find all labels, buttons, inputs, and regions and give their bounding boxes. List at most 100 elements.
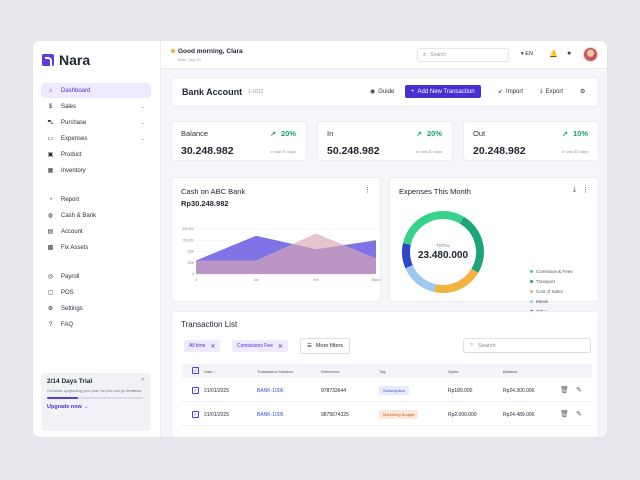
stat-subtitle: in last 30 days: [562, 149, 588, 154]
delete-icon[interactable]: 🗑: [560, 387, 569, 394]
sidebar-item-dashboard[interactable]: ⌂ Dashboard: [41, 83, 151, 98]
search-input[interactable]: ⌕ Search: [417, 48, 509, 62]
sidebar-item-label: Dashboard: [61, 87, 91, 94]
transaction-list-card: Transaction List All time ✕ Comissions Fe…: [171, 311, 599, 437]
chevron-down-icon: ⌄: [140, 119, 145, 126]
close-icon[interactable]: ✕: [277, 343, 283, 350]
sidebar-item-payroll[interactable]: ◎ Payroll: [41, 269, 151, 284]
sidebar-item-expenses[interactable]: ▭ Expenses ⌄: [41, 131, 151, 146]
delete-icon[interactable]: 🗑: [560, 411, 569, 418]
legend-item: Meals15%: [530, 299, 607, 304]
row-transaction-number[interactable]: BANK-1006: [257, 388, 284, 394]
transaction-list-title: Transaction List: [181, 320, 238, 329]
bank-icon: ◍: [47, 213, 54, 219]
cart-icon: ⛍: [47, 119, 54, 126]
sidebar-item-cash-bank[interactable]: ◍ Cash & Bank: [41, 208, 151, 223]
gear-icon[interactable]: ⚙: [580, 89, 586, 95]
stat-label: Out: [473, 129, 486, 138]
export-icon: ⤓: [540, 88, 543, 94]
cash-area-chart: 500.000 750.000 150k 300k 00 Jan Feb March: [182, 227, 380, 282]
donut-slice-0: [402, 211, 464, 245]
sidebar-item-label: Account: [61, 228, 83, 235]
sidebar-item-product[interactable]: ▣ Product: [41, 147, 151, 162]
guide-button[interactable]: ◉ Guide: [370, 88, 395, 96]
sidebar-item-report[interactable]: ◔ Report: [41, 192, 151, 207]
bell-icon[interactable]: 🔔: [549, 51, 558, 58]
close-icon[interactable]: ✕: [140, 377, 145, 383]
sidebar-item-label: Settings: [61, 305, 83, 312]
sidebar-item-account[interactable]: ▤ Account: [41, 224, 151, 239]
close-icon[interactable]: ✕: [210, 343, 216, 350]
donut-slice-2: [434, 268, 479, 293]
sidebar-item-label: Purchase: [61, 119, 87, 126]
avatar[interactable]: [583, 47, 598, 62]
stat-subtitle: in last 30 days: [416, 149, 442, 154]
row-reference: 9875674325: [321, 412, 349, 418]
select-all-checkbox[interactable]: ✓: [192, 367, 199, 374]
row-checkbox[interactable]: ✓: [192, 387, 199, 394]
table-row[interactable]: ✓ 21/01/2025 BANK-1005 9875674325 Marketing …: [182, 403, 592, 426]
sidebar-item-purchase[interactable]: ⛍ Purchase ⌄: [41, 115, 151, 130]
sidebar-item-settings[interactable]: ⚙ Settings: [41, 301, 151, 316]
transaction-search-input[interactable]: ⌕ Search: [463, 338, 591, 353]
sidebar-item-faq[interactable]: ? FAQ: [41, 317, 151, 332]
column-number: Transaction Number: [257, 369, 294, 374]
export-button[interactable]: ⤓ Export: [540, 88, 563, 95]
import-icon: ↙: [498, 89, 504, 95]
stat-value: 30.248.982: [181, 145, 234, 157]
filter-chip-commissions[interactable]: Comissions Fee ✕: [232, 340, 288, 352]
expenses-card: Expenses This Month ⤓ ⋮ TOTAL 23.480.000 …: [389, 177, 599, 314]
language-selector[interactable]: ▾ EN: [521, 51, 533, 57]
table-header: ✓ Date ↓ Transaction Number Reference Ta…: [182, 364, 592, 378]
stat-percent: ↗ 20%: [270, 129, 296, 138]
y-tick-label: 500.000: [182, 227, 194, 231]
page-title: Bank Account: [182, 87, 243, 97]
legend-label: Comission & Fees: [536, 269, 573, 274]
y-tick-label: 750.000: [182, 238, 194, 242]
trend-up-icon: ↗: [562, 131, 568, 138]
expenses-donut-chart: TOTAL 23.480.000: [402, 211, 484, 293]
cash-chart-title: Cash on ABC Bank: [181, 187, 246, 196]
row-balance: Rp24.300.000: [503, 388, 535, 394]
stat-value: 20.248.982: [473, 145, 526, 157]
download-icon[interactable]: ⤓: [572, 186, 576, 193]
page-header: Bank Account 1-1012 ◉ Guide + Add New Tran…: [171, 77, 599, 107]
column-date[interactable]: Date ↓: [204, 369, 216, 374]
edit-icon[interactable]: ✎: [576, 411, 582, 418]
import-button[interactable]: ↙ Import: [498, 88, 524, 96]
column-spent: Spent: [448, 369, 459, 374]
sidebar-item-sales[interactable]: $ Sales ⌄: [41, 99, 151, 114]
edit-icon[interactable]: ✎: [576, 387, 582, 394]
guide-icon: ◉: [370, 89, 376, 95]
sidebar-item-fix-assets[interactable]: ▩ Fix Assets: [41, 240, 151, 255]
legend-swatch: [530, 290, 533, 293]
help-icon[interactable]: ●: [567, 50, 572, 57]
stat-card-in: In ↗ 20% 50.248.982 in last 30 days: [317, 121, 453, 161]
sidebar: Nara ⌂ Dashboard $ Sales ⌄ ⛍ Purchase ⌄ ▭ Expense…: [33, 41, 161, 437]
more-icon[interactable]: ⋮: [364, 187, 371, 194]
sidebar-item-inventory[interactable]: ▦ Inventory: [41, 163, 151, 178]
sidebar-item-label: Expenses: [61, 135, 88, 142]
cash-chart-value: Rp30.248.982: [181, 199, 229, 208]
pos-icon: ▢: [47, 290, 54, 296]
more-filters-button[interactable]: ☰ More filters: [300, 338, 351, 354]
trend-up-icon: ↗: [270, 131, 276, 138]
add-transaction-button[interactable]: + Add New Transaction: [405, 85, 481, 98]
x-tick-label: Feb: [313, 278, 319, 282]
upgrade-link[interactable]: Upgrade now →: [47, 404, 89, 410]
filter-chip-all-time[interactable]: All time ✕: [184, 340, 221, 352]
row-tag: Marketing Budget: [379, 410, 419, 419]
sidebar-item-label: Product: [61, 151, 82, 158]
inventory-icon: ▦: [47, 168, 54, 174]
stat-percent: ↗ 20%: [416, 129, 442, 138]
legend-swatch: [530, 300, 533, 303]
donut-slice-1: [459, 216, 484, 273]
sidebar-item-pos[interactable]: ▢ POS: [41, 285, 151, 300]
search-icon: ⌕: [423, 51, 427, 58]
y-tick-label: 0: [192, 272, 194, 276]
more-icon[interactable]: ⋮: [582, 187, 589, 194]
logo[interactable]: Nara: [42, 52, 90, 68]
row-transaction-number[interactable]: BANK-1005: [257, 412, 284, 418]
row-checkbox[interactable]: ✓: [192, 411, 199, 418]
table-row[interactable]: ✓ 21/01/2025 BANK-1006 978733644 Subscriptio…: [182, 379, 592, 402]
